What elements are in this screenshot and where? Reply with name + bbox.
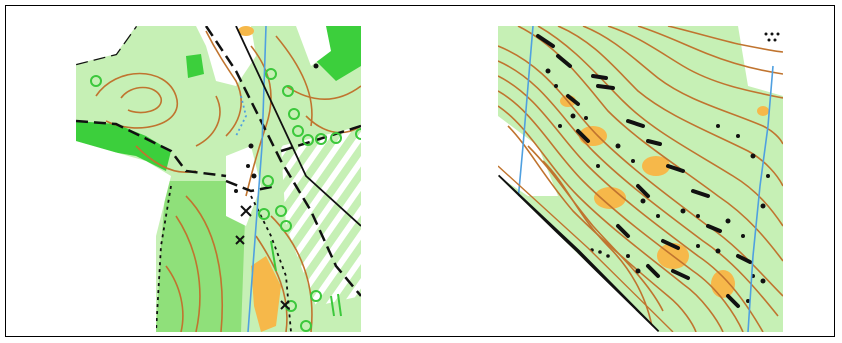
figure-frame [5,5,835,337]
boulder-dots [545,68,770,303]
stream-lines [517,26,774,332]
boulder-dots [234,63,319,193]
open-forest-patch-left [498,116,558,196]
contour-lines [95,30,361,332]
rough-open-land [251,256,281,332]
small-dot-cluster [764,32,780,42]
rough-open-spot [238,26,254,36]
road-contour [498,165,674,332]
right-map-terrain [498,26,783,332]
dark-forest-area [76,121,171,171]
road-boundary [498,174,660,332]
open-patch-top [296,26,331,66]
map-panel-right [498,26,783,332]
map-panel-left [76,26,361,332]
path-line [235,26,361,227]
orienteering-map-right [498,26,783,332]
stream-line [247,26,267,332]
dense-contour-lines [498,26,783,332]
forest-edge-dotted [155,185,292,332]
open-forest-patch-2 [226,146,261,226]
green-bars [270,240,342,317]
cross-features [235,205,290,310]
cliff-features [536,34,752,308]
left-map-terrain [76,26,361,332]
green-circle-features [90,68,361,332]
green-patch [186,54,204,78]
orienteering-map-left [76,26,361,332]
marsh-dotted [235,95,247,137]
